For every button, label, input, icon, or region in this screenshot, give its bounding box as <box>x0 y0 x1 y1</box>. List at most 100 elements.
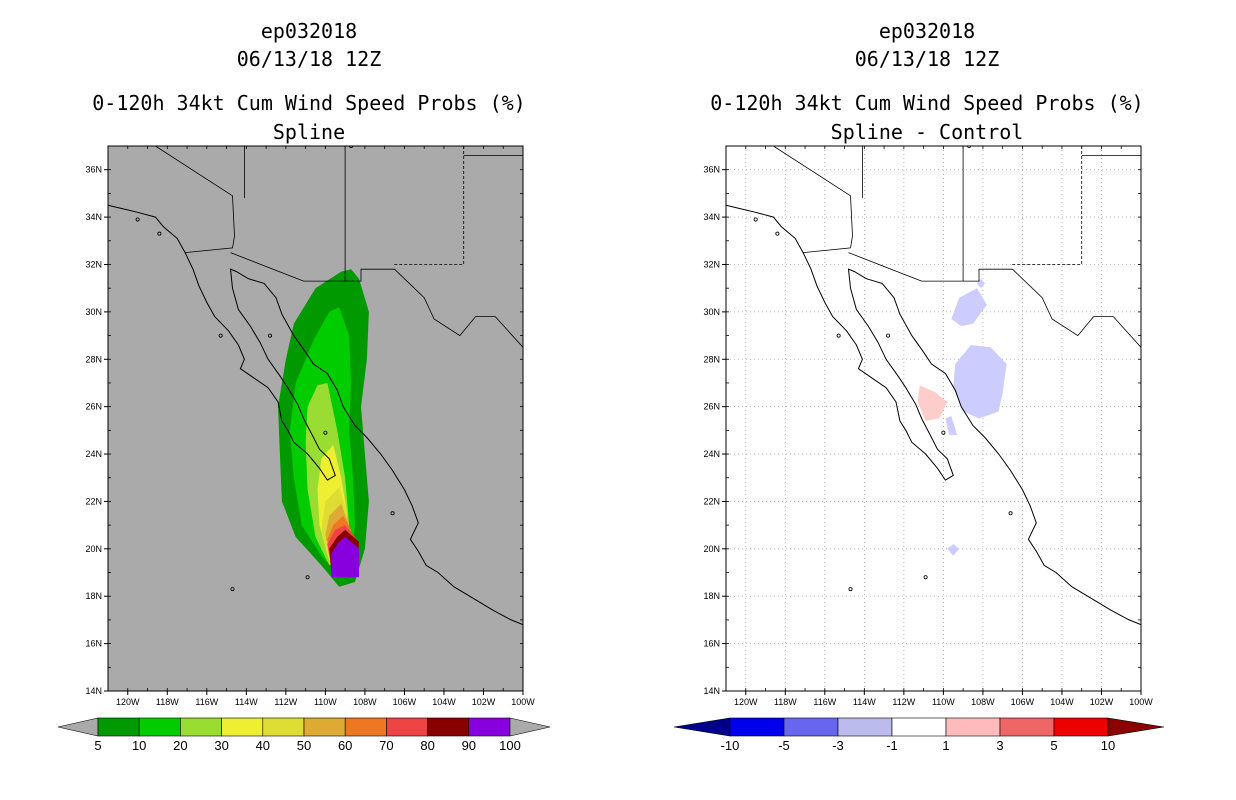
x-tick-label: 112W <box>892 697 915 707</box>
colorbar-swatch <box>783 717 839 737</box>
y-tick-label: 16N <box>703 639 720 649</box>
colorbar-label: 30 <box>214 738 228 753</box>
island <box>230 587 235 592</box>
x-tick-label: 108W <box>353 697 377 707</box>
contour-level-neg1 <box>945 416 958 436</box>
y-tick-label: 32N <box>85 259 102 269</box>
colorbar-label: 3 <box>996 738 1003 753</box>
y-tick-label: 32N <box>703 259 720 269</box>
x-tick-label: 120W <box>116 697 140 707</box>
y-tick-label: 18N <box>703 591 720 601</box>
chart-title: 0-120h 34kt Cum Wind Speed Probs (%) <box>92 91 526 115</box>
contour-level-neg1 <box>947 544 960 556</box>
chart-subtitle: Spline <box>272 120 346 144</box>
colorbar-high-triangle <box>509 717 551 737</box>
contour-level-90 <box>331 537 359 578</box>
colorbar-swatch <box>138 717 181 737</box>
colorbar-swatch <box>262 717 305 737</box>
map-lines <box>726 146 1141 626</box>
spline-map-chart: 14N 16N 18N 20N 22N 24N 26N 28N 30N 32N 34N 36N 120W… <box>57 145 551 753</box>
y-tick-label: 26N <box>703 402 720 412</box>
colorbar-swatch <box>303 717 346 737</box>
colorbar-label: 20 <box>173 738 187 753</box>
colorbar-label: 40 <box>256 738 270 753</box>
colorbar-label: 60 <box>338 738 352 753</box>
y-tick-label: 24N <box>703 449 720 459</box>
island <box>886 333 891 338</box>
state-border <box>773 146 853 253</box>
y-tick-label: 34N <box>703 212 720 222</box>
y-tick-label: 30N <box>703 307 720 317</box>
y-tick-label: 36N <box>703 165 720 175</box>
chart-subtitle: Spline - Control <box>830 120 1024 144</box>
x-tick-label: 102W <box>472 697 496 707</box>
island <box>268 333 273 338</box>
colorbar-high-triangle <box>1107 717 1165 737</box>
state-border <box>392 146 465 265</box>
date-title: 06/13/18 12Z <box>236 47 382 71</box>
y-tick-label: 20N <box>703 544 720 554</box>
difference-map-chart: 14N 16N 18N 20N 22N 24N 26N 28N 30N 32N 34N 36N 120W… <box>673 145 1165 753</box>
colorbar-label: 90 <box>462 738 476 753</box>
y-tick-label: 26N <box>85 402 102 412</box>
plot-frame <box>107 145 524 692</box>
colorbar-swatch <box>837 717 893 737</box>
x-tick-label: 118W <box>774 697 797 707</box>
y-tick-label: 28N <box>85 354 102 364</box>
y-tick-label: 30N <box>85 307 102 317</box>
colorbar-label: -5 <box>778 738 790 753</box>
y-tick-label: 14N <box>85 686 102 696</box>
colorbar-label: 10 <box>1101 738 1115 753</box>
coastline <box>108 204 523 626</box>
island <box>848 587 853 592</box>
island <box>1008 511 1013 516</box>
island <box>390 511 395 516</box>
y-tick-label: 16N <box>85 639 102 649</box>
x-tick-label: 100W <box>1129 697 1153 707</box>
colorbar-swatch <box>1053 717 1109 737</box>
colorbar-label: 100 <box>499 738 521 753</box>
map-lines <box>108 146 523 626</box>
spline-panel: ep032018 06/13/18 12Z 0-120h 34kt Cum Wi… <box>57 20 551 753</box>
colorbar-swatch <box>999 717 1055 737</box>
x-tick-label: 120W <box>734 697 758 707</box>
colorbar-swatch <box>180 717 222 737</box>
state-border <box>155 146 235 253</box>
storm-id-title: ep032018 <box>878 19 976 43</box>
y-tick-label: 36N <box>85 165 102 175</box>
x-tick-label: 114W <box>235 697 258 707</box>
x-tick-label: 102W <box>1090 697 1114 707</box>
x-tick-label: 118W <box>156 697 179 707</box>
colorbar-swatch <box>891 717 947 737</box>
colorbar-label: -1 <box>886 738 898 753</box>
plot-frame <box>725 145 1142 692</box>
colorbar-swatch <box>97 717 140 737</box>
y-tick-label: 20N <box>85 544 102 554</box>
colorbar-label: 70 <box>379 738 393 753</box>
colorbar-swatch <box>729 717 785 737</box>
x-tick-label: 110W <box>314 697 337 707</box>
x-tick-label: 114W <box>853 697 876 707</box>
x-tick-label: 104W <box>1050 697 1074 707</box>
colorbar-label: 5 <box>1050 738 1057 753</box>
colorbar-swatch <box>427 717 470 737</box>
y-tick-label: 28N <box>703 354 720 364</box>
island <box>836 333 841 338</box>
island <box>135 217 140 222</box>
island <box>305 575 310 580</box>
y-tick-label: 22N <box>85 496 102 506</box>
difference-panel: ep032018 06/13/18 12Z 0-120h 34kt Cum Wi… <box>618 0 1236 800</box>
colorbar-swatch <box>386 717 428 737</box>
colorbar-label: -10 <box>721 738 740 753</box>
island <box>923 575 928 580</box>
x-tick-label: 112W <box>274 697 297 707</box>
country-border <box>230 252 523 348</box>
y-tick-label: 24N <box>85 449 102 459</box>
island <box>349 146 354 148</box>
y-tick-label: 18N <box>85 591 102 601</box>
date-title: 06/13/18 12Z <box>854 47 1000 71</box>
island <box>157 231 162 236</box>
colorbar-label: 1 <box>942 738 949 753</box>
x-tick-label: 108W <box>971 697 995 707</box>
y-tick-label: 34N <box>85 212 102 222</box>
